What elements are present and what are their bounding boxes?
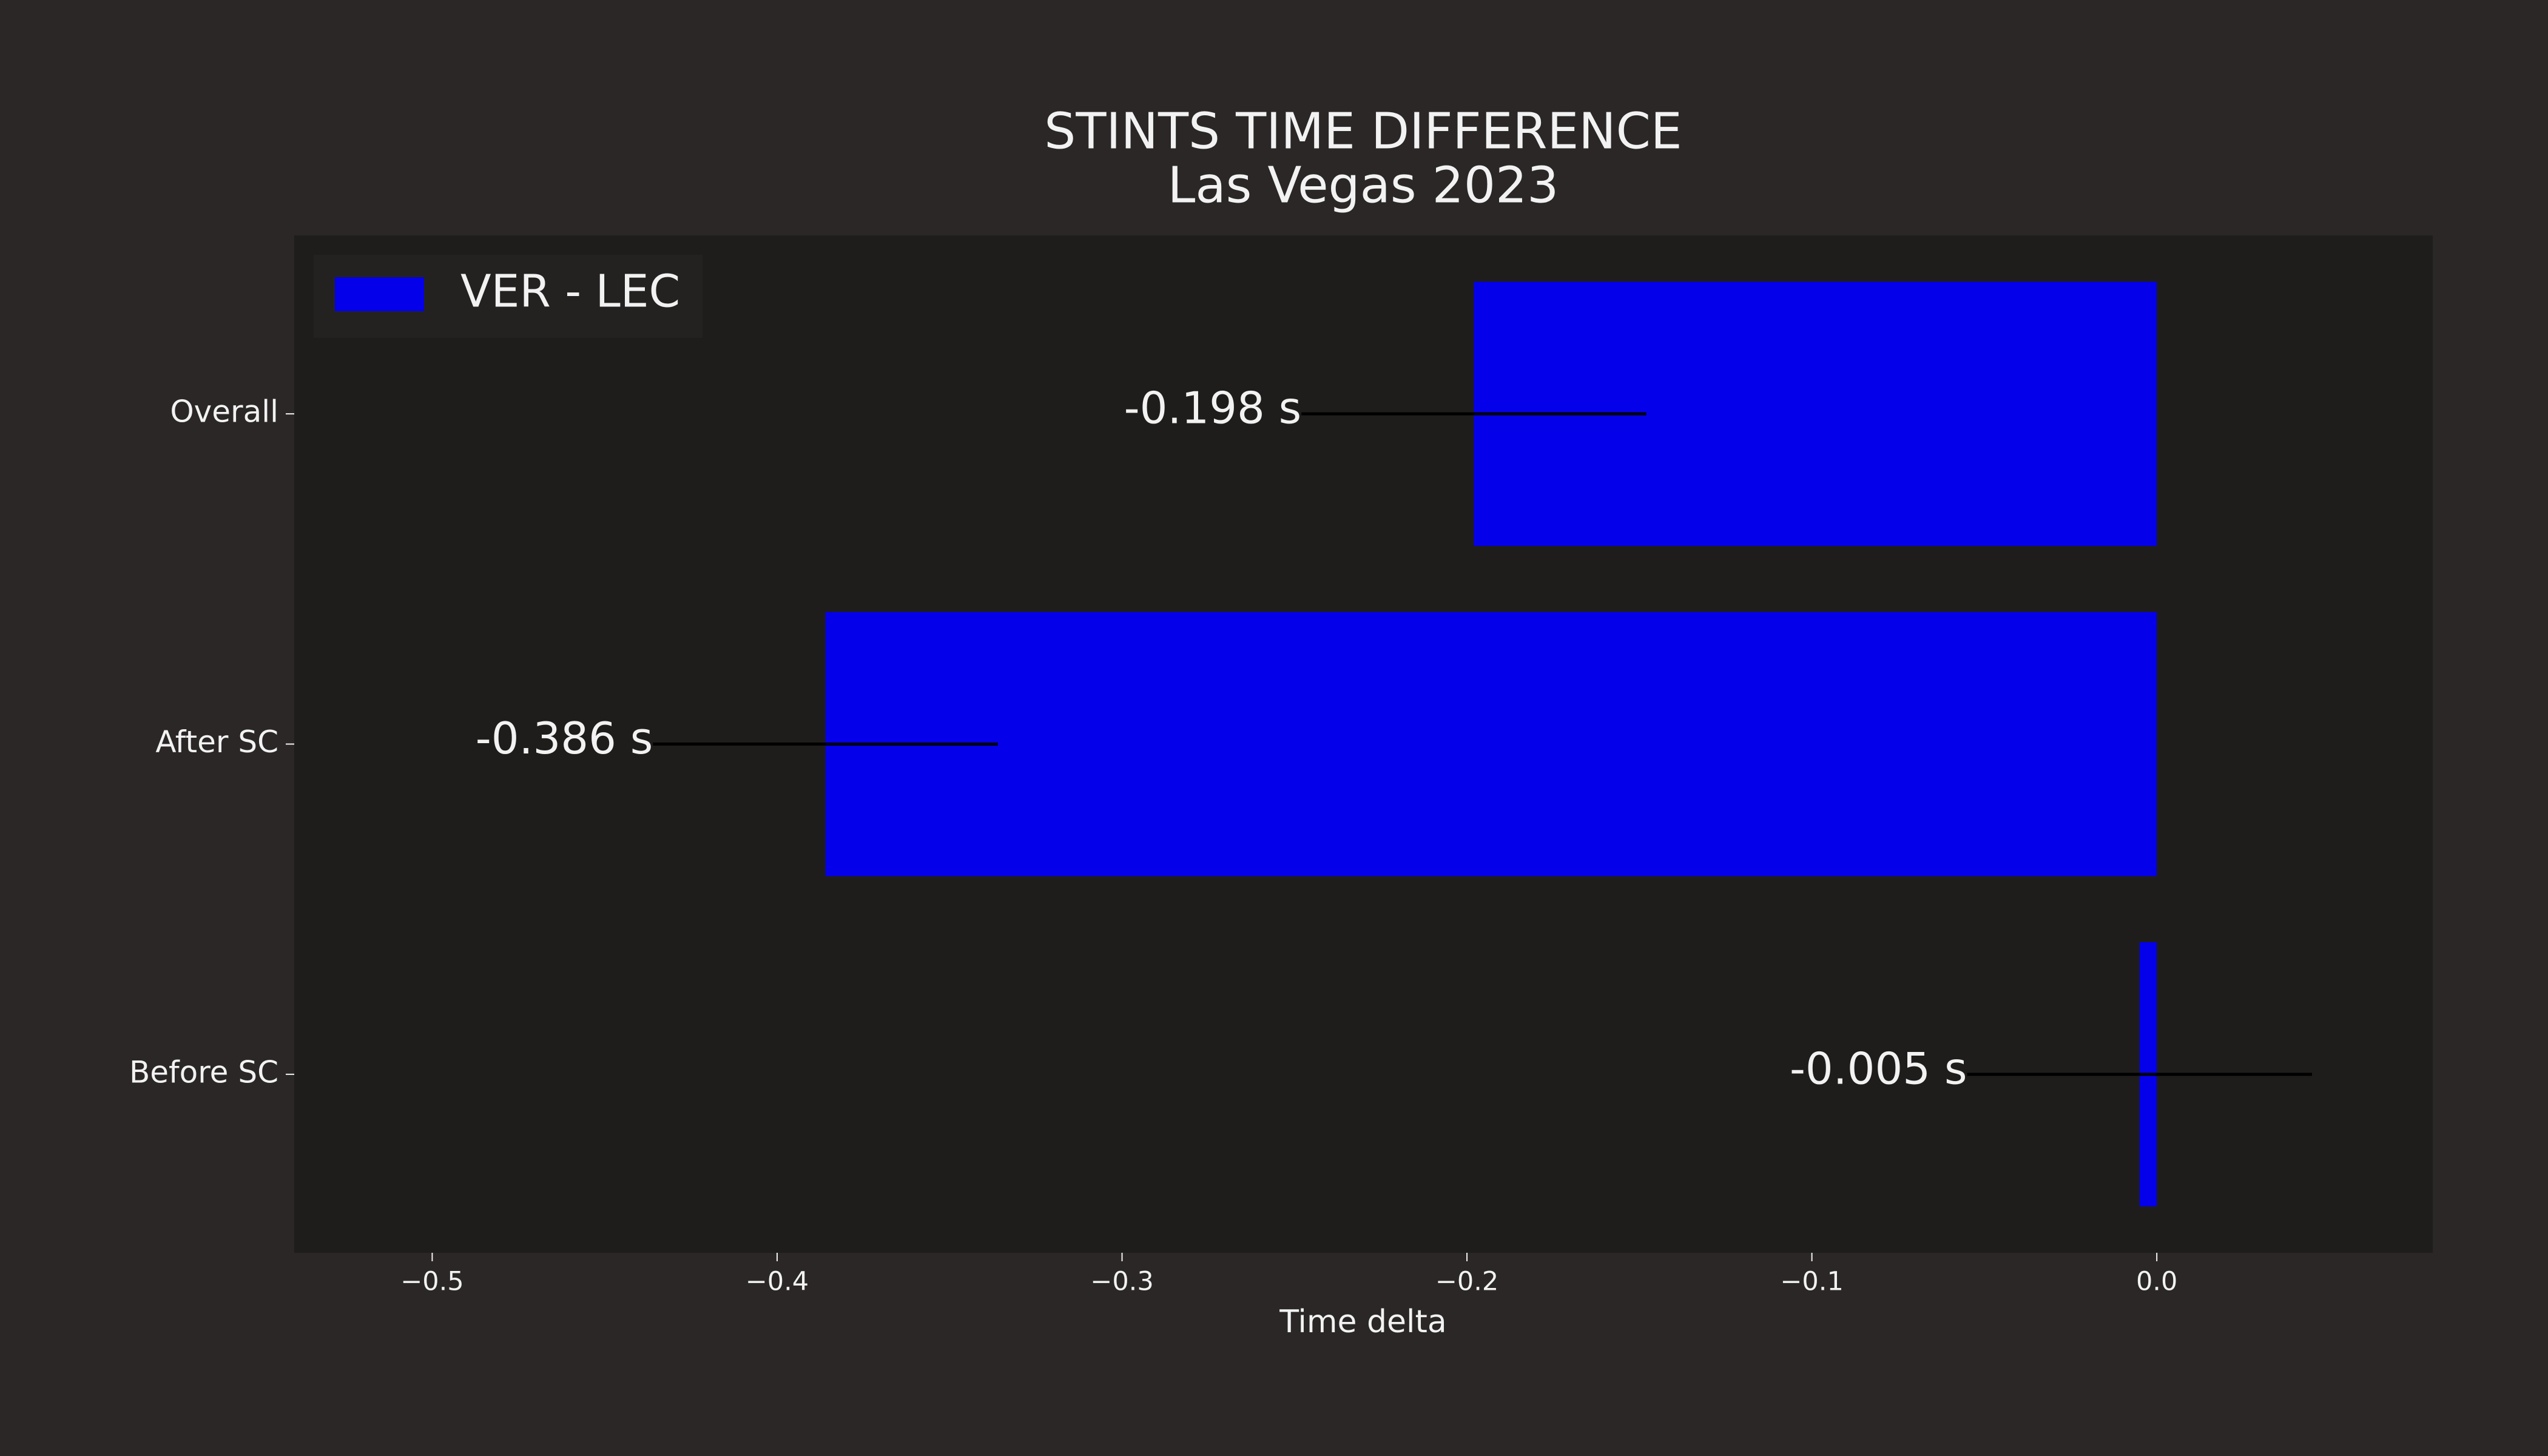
x-tick-label: −0.5 [400, 1267, 463, 1297]
x-tick-label: −0.4 [746, 1267, 809, 1297]
chart-subtitle: Las Vegas 2023 [1168, 157, 1559, 214]
x-tick-label: −0.2 [1435, 1267, 1498, 1297]
bar [825, 612, 2157, 877]
y-tick-label: Before SC [129, 1054, 278, 1090]
legend-swatch [335, 277, 424, 311]
value-label: -0.386 s [476, 713, 653, 764]
value-label: -0.198 s [1124, 383, 1302, 434]
y-tick-label: After SC [155, 724, 278, 760]
x-axis-label: Time delta [1279, 1304, 1447, 1340]
x-tick-label: 0.0 [2136, 1267, 2177, 1297]
x-tick-label: −0.3 [1090, 1267, 1153, 1297]
chart-title: STINTS TIME DIFFERENCE [1044, 103, 1682, 160]
value-label: -0.005 s [1790, 1043, 1967, 1094]
legend-label: VER - LEC [460, 266, 680, 318]
x-tick-label: −0.1 [1780, 1267, 1843, 1297]
y-tick-label: Overall [170, 394, 278, 430]
